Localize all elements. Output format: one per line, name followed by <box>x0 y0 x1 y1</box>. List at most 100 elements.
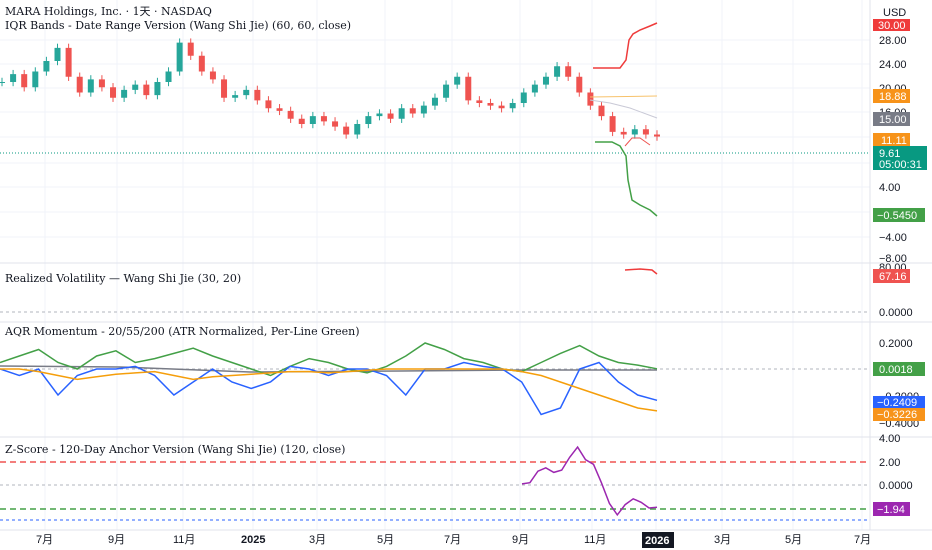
candle-body <box>465 76 472 101</box>
time-tick: 7月 <box>36 534 53 546</box>
current-time-marker <box>642 532 674 548</box>
candle-body <box>221 79 228 98</box>
badge-grey-mid <box>873 112 910 126</box>
time-axis[interactable]: 7月 9月 11月 2025 3月 5月 7月 9月 11月 2026 3月 5… <box>36 532 871 548</box>
candle-body <box>343 126 350 135</box>
candle-body <box>110 87 117 98</box>
candle-body <box>176 42 183 72</box>
momentum-green-line <box>0 342 658 377</box>
candle-body <box>0 82 5 83</box>
zscore-line <box>521 445 658 517</box>
candle-body <box>398 108 405 119</box>
badge-mom-green-text: 0.0018 <box>879 364 913 376</box>
currency-label[interactable]: USD <box>883 7 906 19</box>
time-tick: 9月 <box>108 534 125 546</box>
candle-body <box>498 105 505 109</box>
candle-body <box>520 92 527 103</box>
badge-countdown-text: 05:00:31 <box>879 159 922 171</box>
candle-body <box>21 74 28 88</box>
badge-grey-mid-text: 15.00 <box>879 114 907 126</box>
volatility-pane-title[interactable]: Realized Volatility — Wang Shi Jie (30, … <box>5 272 241 285</box>
price-tick: −4.00 <box>879 232 907 244</box>
time-tick: 7月 <box>854 534 871 546</box>
badge-green-low <box>873 208 925 222</box>
z-tick: 0.0000 <box>879 480 913 492</box>
candle-body <box>143 84 150 96</box>
badge-mom-blue <box>873 396 925 409</box>
momentum-blue-line <box>0 361 658 416</box>
iqr-lower-band <box>595 141 658 217</box>
badge-vol-value <box>873 269 910 283</box>
mom-tick: 0.2000 <box>879 338 913 350</box>
candle-body <box>531 84 538 93</box>
candle-body <box>132 84 139 90</box>
zscore-pane-title[interactable]: Z-Score - 120-Day Anchor Version (Wang S… <box>5 443 345 456</box>
badge-mom-blue-text: −0.2409 <box>877 397 917 409</box>
candle-body <box>576 76 583 93</box>
momentum-lines <box>0 342 658 416</box>
candle-body <box>565 66 572 77</box>
price-tick: 28.00 <box>879 35 907 47</box>
candle-body <box>10 74 17 82</box>
badge-top-red-text: 30.00 <box>878 20 906 32</box>
candle-body <box>376 113 383 117</box>
candle-body <box>254 89 261 101</box>
candle-body <box>265 100 272 109</box>
candle-body <box>642 129 649 135</box>
z-tick: 2.00 <box>879 457 900 469</box>
candle-body <box>65 47 72 77</box>
candle-body <box>587 92 594 106</box>
symbol-title: MARA Holdings, Inc. · 1天 · NASDAQ <box>5 5 212 18</box>
candle-body <box>598 105 605 117</box>
badge-z-value <box>873 502 910 516</box>
candle-body <box>276 108 283 111</box>
time-tick: 7月 <box>444 534 461 546</box>
time-tick: 9月 <box>512 534 529 546</box>
candle-body <box>554 66 561 77</box>
badge-mom-orange <box>873 408 925 421</box>
candle-body <box>243 89 250 96</box>
badge-orange-upper-text: 18.88 <box>879 91 907 103</box>
price-tick: 4.00 <box>879 182 900 194</box>
iqr-bands <box>589 22 658 217</box>
candle-body <box>487 103 494 106</box>
badge-orange-upper <box>873 89 910 103</box>
candle-body <box>87 79 94 93</box>
iqr-grey-band <box>589 99 658 119</box>
candle-body <box>365 116 372 124</box>
candle-body <box>609 116 616 132</box>
pane-separators[interactable] <box>0 0 932 531</box>
iqr-indicator-title[interactable]: IQR Bands - Date Range Version (Wang Shi… <box>5 19 351 32</box>
price-candles <box>0 38 660 141</box>
price-badges: 30.00 18.88 15.00 11.11 9.61 05:00:31 −0… <box>873 19 927 222</box>
momentum-grey-line <box>0 365 657 373</box>
price-tick: −8.00 <box>879 253 907 265</box>
candle-body <box>542 76 549 85</box>
badge-green-low-text: −0.5450 <box>877 210 917 222</box>
candle-body <box>154 82 161 96</box>
candle-body <box>287 110 294 119</box>
horizontal-gridlines <box>0 39 870 238</box>
time-tick-year-current: 2026 <box>645 535 669 547</box>
momentum-pane-title[interactable]: AQR Momentum - 20/55/200 (ATR Normalized… <box>4 325 360 338</box>
candle-body <box>409 108 416 114</box>
badge-mom-green <box>873 362 925 376</box>
candle-body <box>232 95 239 98</box>
time-tick-year: 2025 <box>241 534 265 546</box>
vol-tick-zero: 0.0000 <box>879 307 913 319</box>
candle-body <box>320 116 327 122</box>
iqr-upper-band <box>593 22 658 69</box>
candle-body <box>454 76 461 85</box>
candle-body <box>620 131 627 135</box>
candle-body <box>631 129 638 135</box>
price-tick: 24.00 <box>879 59 907 71</box>
candle-body <box>476 100 483 103</box>
momentum-orange-line <box>0 368 658 412</box>
candle-body <box>354 124 361 135</box>
badge-orange-lower <box>873 133 910 147</box>
candle-body <box>165 71 172 82</box>
iqr-red-small <box>624 137 651 147</box>
time-tick: 3月 <box>714 534 731 546</box>
badge-last-price-text: 9.61 <box>879 148 900 160</box>
